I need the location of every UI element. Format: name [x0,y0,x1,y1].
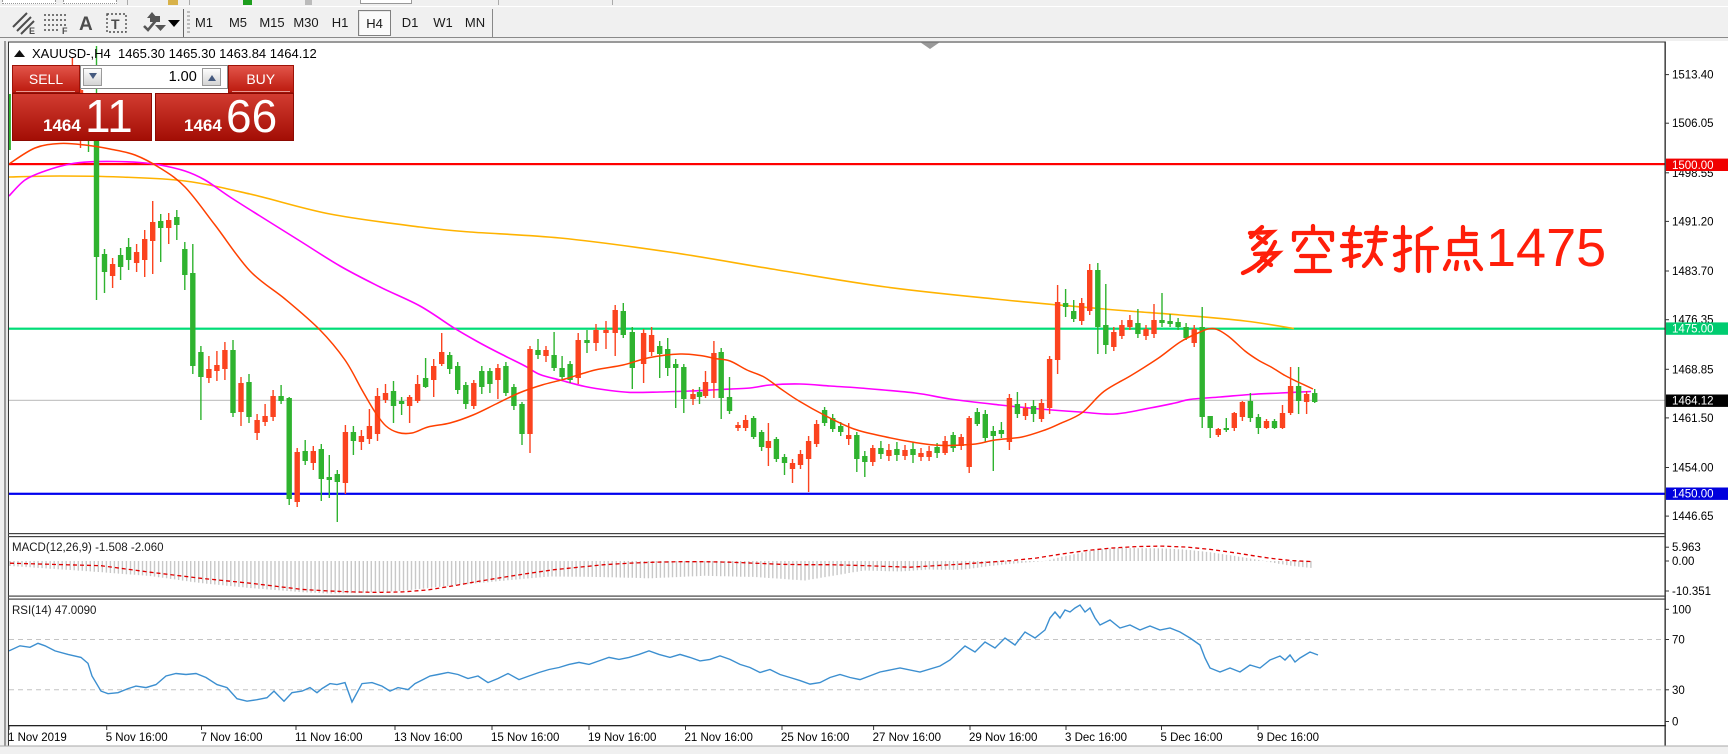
svg-text:E: E [29,26,35,36]
svg-text:13 Nov 16:00: 13 Nov 16:00 [394,732,462,744]
svg-text:1450.00: 1450.00 [1672,489,1714,501]
svg-text:30: 30 [1672,685,1685,697]
svg-text:1461.50: 1461.50 [1672,413,1714,425]
svg-text:MACD(12,26,9) -1.508 -2.060: MACD(12,26,9) -1.508 -2.060 [12,542,164,554]
svg-text:3 Dec 16:00: 3 Dec 16:00 [1065,732,1127,744]
svg-text:0: 0 [1672,717,1678,729]
svg-text:1454.00: 1454.00 [1672,463,1714,475]
svg-text:A: A [79,14,93,35]
svg-text:1464.12: 1464.12 [1672,396,1714,408]
svg-text:27 Nov 16:00: 27 Nov 16:00 [873,732,941,744]
svg-text:29 Nov 16:00: 29 Nov 16:00 [969,732,1037,744]
svg-text:11 Nov 16:00: 11 Nov 16:00 [295,732,363,744]
svg-text:70: 70 [1672,635,1685,647]
svg-text:1506.05: 1506.05 [1672,118,1714,130]
svg-text:T: T [111,16,120,32]
svg-text:0.00: 0.00 [1672,556,1694,568]
svg-text:F: F [62,26,68,36]
svg-text:19 Nov 16:00: 19 Nov 16:00 [588,732,656,744]
svg-text:1475.00: 1475.00 [1672,324,1714,336]
svg-text:21 Nov 16:00: 21 Nov 16:00 [685,732,753,744]
svg-text:5 Dec 16:00: 5 Dec 16:00 [1161,732,1223,744]
svg-text:1483.70: 1483.70 [1672,266,1714,278]
svg-text:7 Nov 16:00: 7 Nov 16:00 [201,732,263,744]
svg-text:1446.65: 1446.65 [1672,511,1714,523]
svg-text:1 Nov 2019: 1 Nov 2019 [8,732,67,744]
svg-text:5.963: 5.963 [1672,542,1701,554]
svg-text:15 Nov 16:00: 15 Nov 16:00 [491,732,559,744]
svg-text:1475: 1475 [1486,218,1606,278]
svg-text:1491.20: 1491.20 [1672,216,1714,228]
svg-text:9 Dec 16:00: 9 Dec 16:00 [1257,732,1319,744]
svg-text:RSI(14) 47.0090: RSI(14) 47.0090 [12,605,96,617]
svg-text:1468.85: 1468.85 [1672,364,1714,376]
svg-text:25 Nov 16:00: 25 Nov 16:00 [781,732,849,744]
svg-text:1513.40: 1513.40 [1672,70,1714,82]
svg-text:5 Nov 16:00: 5 Nov 16:00 [106,732,168,744]
svg-text:XAUUSD-,H4 1465.30 1465.30 14: XAUUSD-,H4 1465.30 1465.30 1463.84 1464.… [32,46,317,61]
svg-text:-10.351: -10.351 [1672,586,1711,598]
svg-text:100: 100 [1672,604,1691,616]
svg-text:1500.00: 1500.00 [1672,160,1714,172]
